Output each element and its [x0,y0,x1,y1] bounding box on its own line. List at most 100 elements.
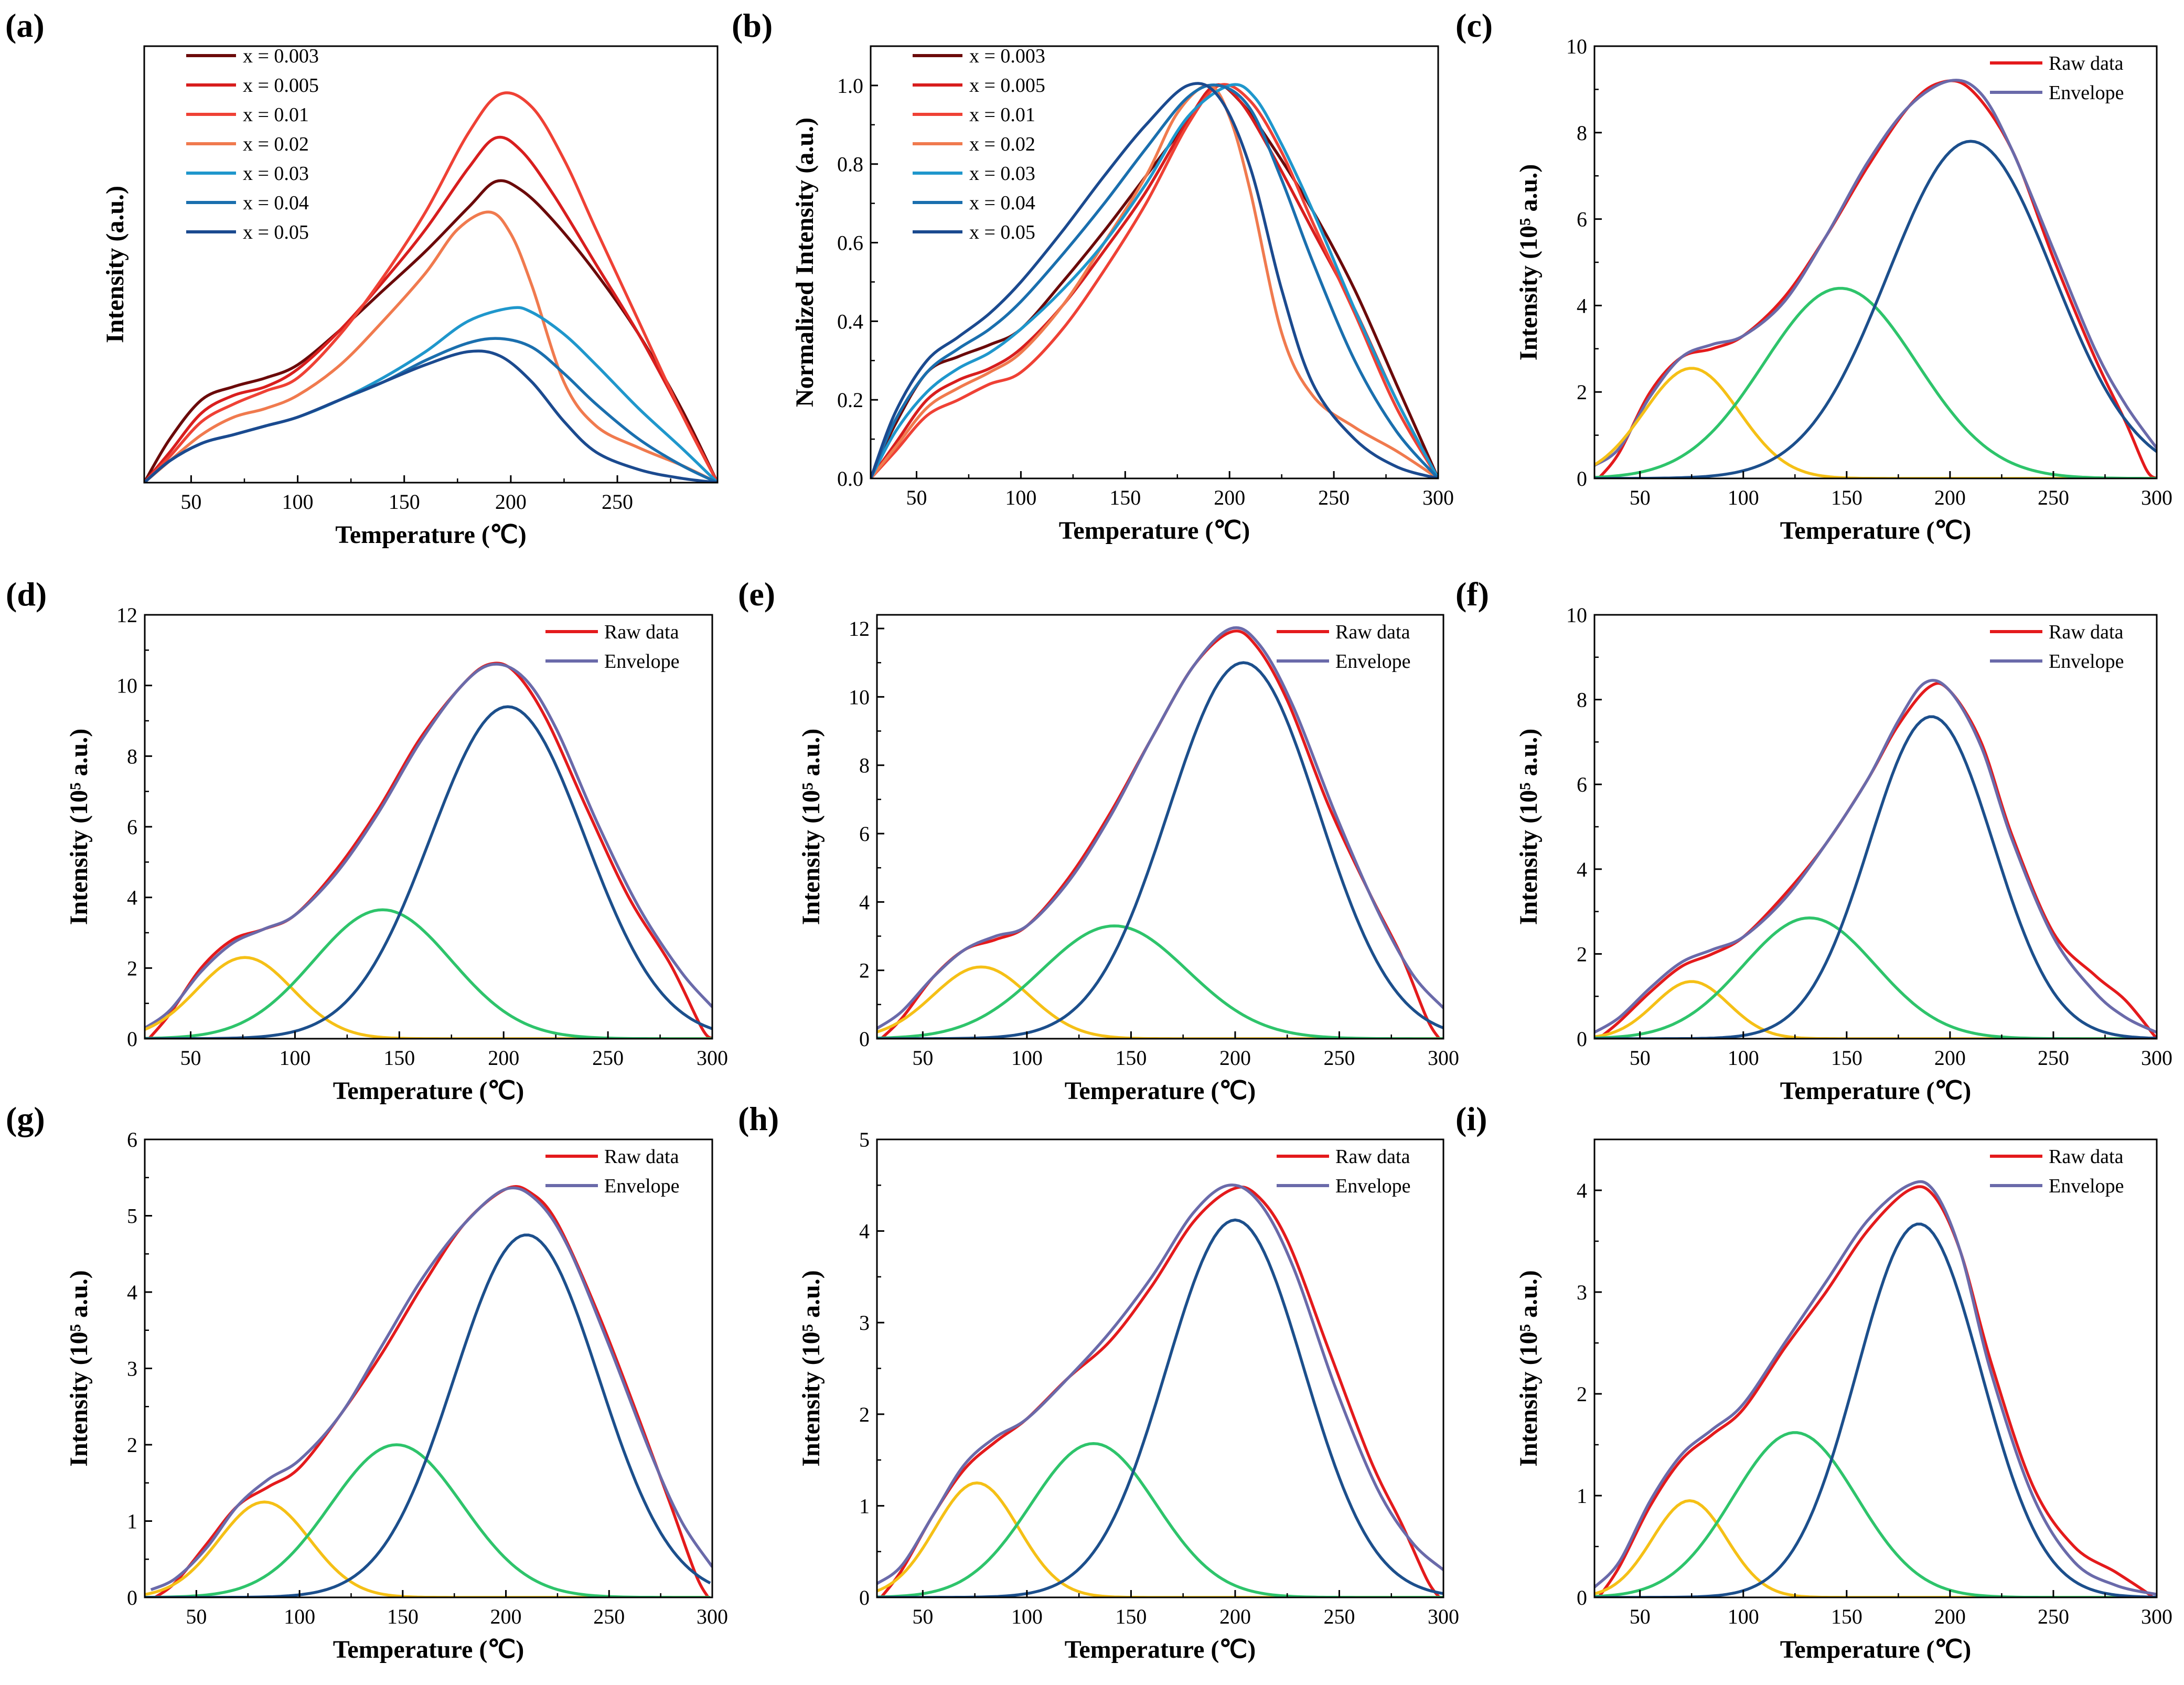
y-tick-label: 2 [127,1433,137,1457]
y-tick-label: 0 [1577,1027,1587,1051]
y-axis-label: Intensity (10⁵ a.u.) [1515,164,1543,360]
series-line-x-0-05 [871,82,1438,478]
series-line-envelope [1594,679,2157,1034]
legend-label: Envelope [2049,650,2124,673]
x-tick-label: 50 [180,490,201,514]
y-axis-label: Normalized Intensity (a.u.) [791,118,819,407]
legend-label: x = 0.02 [243,133,309,155]
y-tick-label: 8 [859,754,870,777]
series-group [877,626,1443,1039]
legend: Raw data Envelope [1277,621,1411,673]
series-line-envelope [877,626,1443,1030]
x-tick-label: 250 [2038,486,2069,509]
legend: Raw data Envelope [1990,1146,2124,1197]
y-tick-label: 5 [859,1128,870,1151]
series-line-peak-2 [145,1443,711,1597]
x-tick-label: 250 [2038,1605,2069,1628]
y-tick-label: 2 [1577,1382,1587,1406]
x-tick-label: 250 [602,490,633,514]
series-line-envelope [145,663,712,1030]
series-group [877,1183,1443,1597]
y-tick-label: 2 [859,959,870,983]
y-tick-label: 5 [127,1204,137,1228]
x-tick-label: 50 [1630,486,1651,509]
x-tick-label: 300 [1428,1605,1459,1628]
plot-frame [143,45,719,484]
series-line-peak-1 [1594,980,2157,1039]
x-axis-label: Temperature (℃) [1065,1077,1256,1105]
series-line-peak-2 [877,924,1443,1039]
x-tick-label: 250 [592,1046,624,1070]
y-tick-label: 8 [1577,688,1587,712]
series-line-x-0-02 [144,210,718,483]
panel-h: (h) 50 100 150 200 250 300 0 1 2 3 4 5 Temperature (℃… [738,1100,1459,1663]
legend-label: x = 0.04 [243,192,309,214]
x-axis-label: Temperature (℃) [1780,517,1972,545]
y-tick-label: 6 [127,1128,137,1151]
x-tick-label: 250 [2038,1046,2069,1070]
plot-frame [870,45,1439,479]
series-line-x-0-04 [144,337,718,483]
y-tick-label: 1 [1577,1484,1587,1508]
y-tick-label: 3 [859,1311,870,1335]
y-tick-label: 1 [127,1510,137,1533]
plot-frame [1593,45,2158,479]
legend: Raw data Envelope [1990,52,2124,104]
x-tick-label: 300 [2141,1046,2172,1070]
y-tick-label: 2 [1577,942,1587,966]
x-tick-label: 250 [593,1605,625,1628]
y-tick-label: 12 [849,617,870,641]
x-tick-label: 200 [1934,1605,1966,1628]
y-tick-label: 0.2 [837,388,863,412]
legend-label: Raw data [604,621,679,643]
y-tick-label: 4 [127,886,137,910]
x-tick-label: 250 [1323,1046,1355,1070]
y-tick-label: 8 [127,744,137,768]
legend-label: x = 0.04 [969,192,1035,214]
x-tick-label: 300 [2141,486,2172,509]
x-axis-label: Temperature (℃) [1780,1636,1972,1663]
legend-label: Raw data [2049,621,2124,643]
legend-label: Raw data [1335,621,1410,643]
plot-frame [144,614,713,1040]
x-tick-label: 100 [1011,1605,1043,1628]
legend-label: x = 0.003 [969,45,1045,67]
y-tick-label: 4 [1577,1179,1587,1202]
legend-label: Envelope [1335,650,1411,673]
panel-label: (i) [1455,1100,1487,1137]
series-line-x-0-04 [871,83,1438,478]
y-axis-label: Intensity (10⁵ a.u.) [1515,729,1543,925]
series-line-peak-2 [1594,916,2157,1039]
series-line-x-0-05 [144,349,718,483]
series-line-raw-data [147,662,712,1039]
x-tick-label: 50 [912,1046,933,1070]
panel-label: (h) [738,1100,779,1137]
legend-label: Envelope [604,1175,680,1197]
x-tick-label: 300 [2141,1605,2172,1628]
legend-label: Raw data [1335,1146,1410,1168]
x-tick-label: 300 [1422,486,1454,509]
x-tick-label: 50 [912,1605,933,1628]
plot-frame [1593,1138,2158,1598]
y-tick-label: 0 [1577,467,1587,490]
y-tick-label: 0 [859,1586,870,1609]
x-tick-label: 150 [383,1046,415,1070]
legend: x = 0.003 x = 0.005 x = 0.01 x = 0.02 x = 0.… [186,45,319,243]
legend-label: x = 0.01 [243,104,309,126]
x-tick-label: 150 [1831,1605,1862,1628]
legend-label: x = 0.02 [969,133,1035,155]
x-tick-label: 200 [490,1605,522,1628]
y-tick-label: 8 [1577,121,1587,145]
series-line-peak-3 [877,1218,1443,1597]
series-line-x-0-01 [144,91,718,483]
legend-label: x = 0.03 [969,163,1035,185]
series-line-raw-data [1597,79,2157,478]
y-tick-label: 0 [127,1586,137,1609]
y-tick-label: 4 [859,890,870,914]
y-tick-label: 0.4 [837,310,863,333]
legend: Raw data Envelope [1277,1146,1411,1197]
y-tick-label: 0 [859,1027,870,1051]
series-group [144,91,718,483]
y-tick-label: 10 [116,674,137,698]
x-tick-label: 100 [1005,486,1036,509]
